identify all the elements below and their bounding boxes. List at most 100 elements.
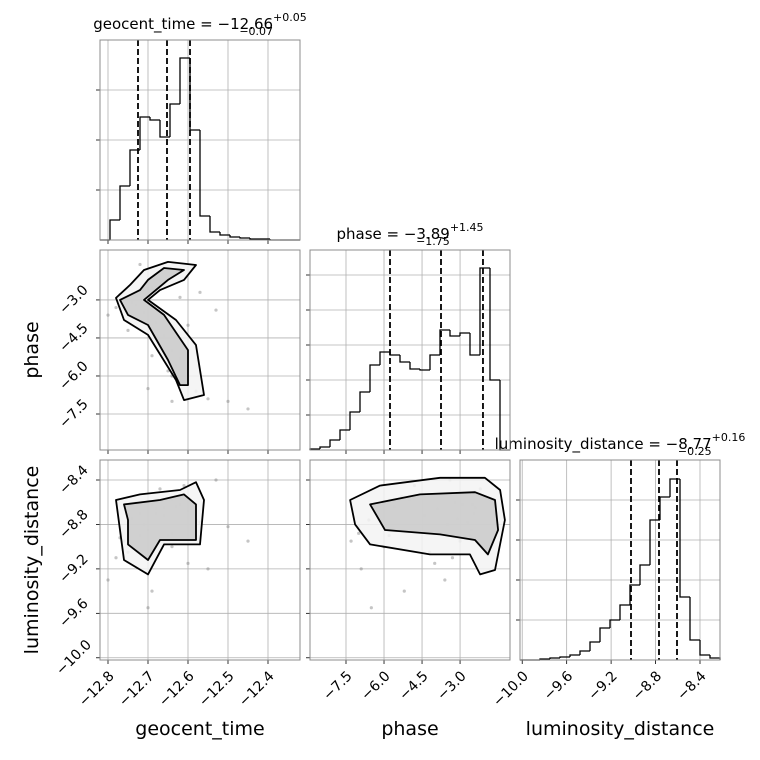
sample-point [369,606,373,610]
histogram-bin [559,656,570,658]
title-text: geocent_time = −12.66 [93,15,273,34]
histogram-bin [139,116,150,150]
sample-point [146,387,150,391]
y-axis-label: luminosity_distance [21,466,43,655]
histogram-bin [679,479,690,598]
x-axis-label: geocent_time [135,718,264,740]
sample-point [359,567,363,571]
sample-point [246,407,250,411]
y-axis-label: phase [21,321,43,378]
histogram-bin [609,619,620,628]
histogram-bin [389,352,400,356]
x-tick-label: −8.4 [674,668,709,703]
histogram-bin [369,364,380,392]
histogram-bin [439,329,450,355]
sample-point [166,369,170,373]
sample-point [206,567,210,571]
panel-frame [309,459,511,661]
x-tick-label: −12.8 [76,668,118,710]
histogram-bin [649,519,660,565]
sample-point [433,561,437,565]
y-tick-label: −3.0 [56,282,91,317]
x-tick-label: −6.0 [358,668,393,703]
title-lower-error: −1.75 [416,235,450,248]
sample-point [186,323,190,327]
histogram-bin [159,120,170,138]
y-tick-label: −10.0 [53,637,95,679]
histogram-bin [319,446,330,449]
x-tick-label: −7.5 [320,668,355,703]
title-text: luminosity_distance = −8.77 [495,435,712,454]
histogram-bin [209,216,220,233]
x-tick-label: −12.5 [196,668,238,710]
histogram-bin [639,564,650,585]
y-tick-label: −8.8 [56,507,91,542]
panel-title: geocent_time = −12.66+0.05 −0.07 [93,11,307,38]
panel-frame [99,39,301,241]
histogram-bin [129,149,140,186]
contour [119,267,189,386]
histogram-bin [659,496,670,520]
histogram-bin [249,238,260,240]
histogram-bin [689,597,700,641]
sample-point [198,290,202,294]
histogram-bin [199,130,210,217]
sample-point [214,308,218,312]
histogram-bin [359,391,370,412]
histogram-bin [599,627,610,642]
histogram-bin [109,219,120,240]
sample-point [443,578,447,582]
histogram-bin [239,237,250,239]
histogram-bin [569,654,580,657]
histogram-bin [429,354,440,370]
histogram-bin [449,330,460,337]
histogram-bin [699,640,710,656]
y-tick-label: −9.6 [56,596,91,631]
sample-point [114,556,118,560]
sample-point [206,397,210,401]
title-upper-error: +0.05 [273,11,307,24]
y-tick-label: −4.5 [56,320,91,355]
title-upper-error: +1.45 [450,221,484,234]
sample-point [146,606,150,610]
sample-point [186,561,190,565]
sample-point [150,354,154,358]
histogram-bin [179,57,190,104]
histogram-bin [579,650,590,655]
sample-point [349,539,353,543]
histogram-bin [479,267,490,355]
histogram-bin [219,232,230,236]
x-axis-label: phase [381,718,438,740]
sample-point [246,539,250,543]
sample-point [170,545,174,549]
sample-point [182,483,186,488]
x-tick-label: −4.5 [396,668,431,703]
title-lower-error: −0.25 [678,445,712,458]
histogram-bin [419,369,430,371]
histogram-bin [169,103,180,137]
sample-point [402,589,406,593]
histogram-bin [149,117,160,121]
sample-point [106,313,110,317]
title-lower-error: −0.07 [239,25,273,38]
sample-point [158,487,162,491]
x-tick-label: −12.7 [116,668,158,710]
x-axis-label: luminosity_distance [526,718,715,740]
histogram-bin [349,411,360,430]
histogram-bin [669,478,680,497]
histogram-bin [629,584,640,605]
panel-frame [99,459,301,661]
histogram-bin [329,439,340,447]
sample-point [450,556,455,560]
y-tick-label: −7.5 [56,396,91,431]
panel-frame [99,249,301,451]
histogram-bin [619,604,630,620]
histogram-bin [189,58,200,131]
histogram-bin [489,268,500,381]
histogram-bin [229,235,240,238]
y-tick-label: −6.0 [56,358,91,393]
panel-title: phase = −3.89+1.45 −1.75 [336,221,483,248]
title-text: phase = −3.89 [336,225,449,243]
histogram-bin [119,185,130,220]
